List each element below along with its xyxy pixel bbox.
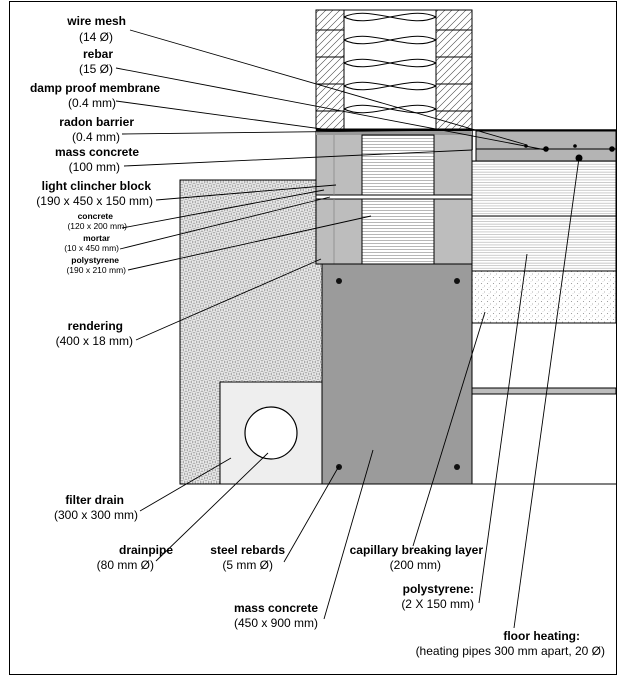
leader-radon-barrier <box>121 129 461 135</box>
label-light-clincher-block: light clincher block (190 x 450 x 150 mm… <box>36 179 153 208</box>
rebar-dot <box>454 464 460 470</box>
label-title: polystyrene: <box>403 582 474 596</box>
leader-mass-concrete-foundation <box>323 449 374 620</box>
label-detail: (0.4 mm) <box>68 96 116 110</box>
label-detail: (2 X 150 mm) <box>401 597 474 611</box>
foundation-block <box>321 263 473 485</box>
leader-wire-mesh <box>129 29 528 146</box>
border-frame <box>9 1 617 675</box>
heating-pipe-dot <box>543 146 549 152</box>
ground-band <box>471 387 617 395</box>
label-detail: (100 mm) <box>69 160 120 174</box>
label-detail: (190 x 210 mm) <box>66 265 126 275</box>
label-rendering: rendering (400 x 18 mm) <box>56 319 133 348</box>
label-wire-mesh: wire mesh (14 Ø) <box>66 14 126 44</box>
label-detail: (120 x 200 mm) <box>67 221 127 231</box>
label-damp-proof-membrane: damp proof membrane (0.4 mm) <box>30 81 160 110</box>
leader-damp-proof-membrane <box>115 100 323 130</box>
polystyrene-core-bottom <box>361 198 435 265</box>
heating-pipe-dot <box>609 146 615 152</box>
label-title: radon barrier <box>59 115 134 129</box>
upper-wall <box>315 9 473 130</box>
label-title: rebar <box>83 47 113 61</box>
mortar-joint <box>315 194 473 200</box>
label-title: mass concrete <box>234 601 318 615</box>
rebar-dot <box>336 278 342 284</box>
leader-rendering <box>135 258 322 341</box>
label-detail: (14 Ø) <box>79 30 113 44</box>
floor-mass-concrete <box>475 130 617 162</box>
heating-pipe-dot <box>573 144 577 148</box>
leader-drainpipe <box>155 452 269 562</box>
upper-wall-insulation <box>343 9 437 130</box>
label-detail: (5 mm Ø) <box>222 558 273 572</box>
label-mortar: mortar (10 x 450 mm) <box>64 233 119 253</box>
label-title: steel rebards <box>210 543 285 557</box>
leader-rebar <box>115 67 547 151</box>
label-title: wire mesh <box>66 14 126 28</box>
floor-buildup <box>471 130 617 485</box>
label-radon-barrier: radon barrier (0.4 mm) <box>59 115 134 144</box>
leader-lines <box>115 29 580 629</box>
label-polystyrene-floor: polystyrene: (2 X 150 mm) <box>401 582 474 611</box>
polystyrene-core-top <box>361 134 435 196</box>
leader-capillary-breaking-layer <box>412 311 486 547</box>
label-title: drainpipe <box>119 543 173 557</box>
label-detail: (200 mm) <box>390 558 441 572</box>
label-drainpipe: drainpipe (80 mm Ø) <box>97 543 174 572</box>
floor-heating-pipes <box>524 144 615 162</box>
leader-light-clincher-block <box>155 184 337 201</box>
label-detail: (heating pipes 300 mm apart, 20 Ø) <box>416 644 605 658</box>
rebar-dot <box>454 278 460 284</box>
label-detail: (450 x 900 mm) <box>234 616 318 630</box>
capillary-breaking-layer <box>471 270 617 324</box>
label-mass-concrete-foundation: mass concrete (450 x 900 mm) <box>234 601 318 630</box>
label-concrete: concrete (120 x 200 mm) <box>67 211 127 231</box>
label-title: mass concrete <box>55 145 139 159</box>
label-detail: (300 x 300 mm) <box>54 508 138 522</box>
label-filter-drain: filter drain (300 x 300 mm) <box>54 493 138 522</box>
label-detail: (400 x 18 mm) <box>56 334 133 348</box>
label-title: concrete <box>78 211 114 221</box>
label-title: damp proof membrane <box>30 81 160 95</box>
label-floor-heating: floor heating: (heating pipes 300 mm apa… <box>416 629 605 658</box>
label-title: light clincher block <box>42 179 152 193</box>
clincher-top-band <box>316 131 472 135</box>
label-title: filter drain <box>65 493 124 507</box>
label-detail: (80 mm Ø) <box>97 558 154 572</box>
label-title: capillary breaking layer <box>350 543 484 557</box>
leader-floor-heating <box>513 157 580 629</box>
leader-concrete <box>121 189 325 229</box>
label-detail: (10 x 450 mm) <box>64 243 119 253</box>
label-capillary-breaking-layer: capillary breaking layer (200 mm) <box>350 543 484 572</box>
label-detail: (15 Ø) <box>79 62 113 76</box>
label-polystyrene-small: polystyrene (190 x 210 mm) <box>66 255 126 275</box>
label-rebar: rebar (15 Ø) <box>79 47 113 76</box>
label-detail: (0.4 mm) <box>72 130 120 144</box>
leader-polystyrene-floor <box>478 253 528 604</box>
drainpipe-circle <box>244 406 298 460</box>
label-title: floor heating: <box>503 629 580 643</box>
label-title: polystyrene <box>71 255 119 265</box>
ground-lines <box>472 387 616 485</box>
leader-mortar <box>119 196 331 250</box>
leader-steel-rebards <box>283 465 340 563</box>
label-title: rendering <box>68 319 123 333</box>
label-title: mortar <box>83 233 111 243</box>
upper-wall-joints <box>316 29 472 112</box>
leader-polystyrene-small <box>127 215 372 271</box>
insulation-wave-icon <box>343 12 437 114</box>
label-detail: (190 x 450 x 150 mm) <box>36 194 153 208</box>
label-mass-concrete-top: mass concrete (100 mm) <box>55 145 139 174</box>
leader-filter-drain <box>139 457 232 512</box>
label-steel-rebards: steel rebards (5 mm Ø) <box>210 543 285 572</box>
leader-mass-concrete-top <box>123 149 473 167</box>
